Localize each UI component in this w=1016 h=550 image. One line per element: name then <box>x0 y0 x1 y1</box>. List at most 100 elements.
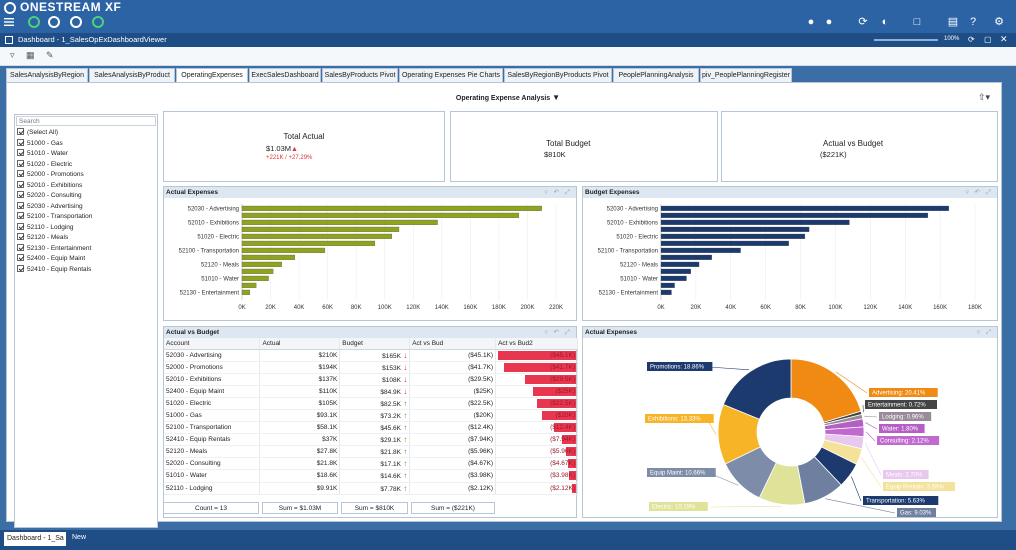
popout-icon[interactable]: ▢ <box>984 35 992 44</box>
bar[interactable] <box>241 261 282 267</box>
tab-operating-expenses-pie-charts[interactable]: Operating Expenses Pie Charts <box>399 68 503 82</box>
filter-item[interactable]: (Select All) <box>17 128 58 138</box>
application-icon[interactable] <box>70 16 82 28</box>
tab-salesbyproducts-pivot[interactable]: SalesByProducts Pivot <box>322 68 398 82</box>
filter-item[interactable]: 52010 - Exhibitions <box>17 180 82 191</box>
bar[interactable] <box>241 219 438 225</box>
checkbox-checked-icon[interactable] <box>17 201 24 209</box>
column-header[interactable]: Account <box>164 338 261 350</box>
checkbox-checked-icon[interactable] <box>17 212 24 219</box>
bar[interactable] <box>660 233 806 239</box>
clipboard-icon[interactable]: □ <box>913 16 921 28</box>
bar[interactable] <box>241 205 542 211</box>
filter-item[interactable]: 52000 - Promotions <box>17 170 84 180</box>
taskbar-new-tab[interactable]: New <box>72 534 87 541</box>
bar[interactable] <box>241 240 376 246</box>
bar[interactable] <box>660 254 712 260</box>
filter-item[interactable]: 52130 - Entertainment <box>17 243 91 254</box>
column-header[interactable]: Act vs Bud2 <box>495 338 578 350</box>
checkbox-checked-icon[interactable] <box>17 233 24 240</box>
edit-toolbar-icon[interactable]: ✎ <box>46 50 54 60</box>
table-row[interactable]: 52010 - Exhibitions $137K $108K ↓ ($29.5K)(… <box>164 373 578 386</box>
filter-item[interactable]: 52100 - Transportation <box>17 212 92 222</box>
tab-salesanalysisbyregion[interactable]: SalesAnalysisByRegion <box>6 68 88 82</box>
bar[interactable] <box>241 247 326 253</box>
menu-icon[interactable] <box>4 17 14 27</box>
bar[interactable] <box>241 268 274 274</box>
table-row[interactable]: 51010 - Water $18.6K $14.6K ↑ ($3.98K) ($3.9… <box>164 469 578 483</box>
workflow-icon[interactable] <box>48 16 60 28</box>
table-row[interactable]: 52000 - Promotions $194K $153K ↓ ($41.7K) ($… <box>164 361 578 374</box>
panel-tools-icon[interactable]: ▿ ↶ ⤢ <box>544 189 572 196</box>
tab-execsalesdashboard[interactable]: ExecSalesDashboard <box>249 68 321 82</box>
filter-toolbar-icon[interactable]: ▿ <box>10 50 15 60</box>
bar[interactable] <box>660 289 672 295</box>
table-row[interactable]: 52120 - Meals $27.8K $21.8K ↑ ($5.96K) ($5.9… <box>164 445 578 459</box>
table-row[interactable]: 52020 - Consulting $21.8K $17.1K ↑ ($4.67K)… <box>164 457 578 471</box>
checkbox-checked-icon[interactable] <box>17 149 24 156</box>
filter-item[interactable]: 51020 - Electric <box>17 159 72 170</box>
checkbox-checked-icon[interactable] <box>17 128 24 135</box>
system-icon[interactable] <box>92 16 104 28</box>
grid-toolbar-icon[interactable]: ▦ <box>26 50 35 60</box>
bar[interactable] <box>660 282 675 288</box>
filter-item[interactable]: 52020 - Consulting <box>17 191 82 201</box>
table-row[interactable]: 52030 - Advertising $210K $165K ↓ ($45.1K)(… <box>164 349 578 362</box>
checkbox-checked-icon[interactable] <box>17 222 24 230</box>
bar[interactable] <box>241 254 295 260</box>
column-header[interactable]: Act vs Bud <box>409 338 497 350</box>
filter-item[interactable]: 52110 - Lodging <box>17 222 74 233</box>
bar[interactable] <box>241 282 257 288</box>
profile-icon[interactable]: ● <box>825 16 833 28</box>
column-header[interactable]: Actual <box>259 338 341 350</box>
tab-operatingexpenses[interactable]: OperatingExpenses <box>176 68 248 83</box>
bar[interactable] <box>241 226 400 232</box>
table-row[interactable]: 51000 - Gas $93.1K $73.2K ↑ ($20K) ($20K) <box>164 409 578 423</box>
report-filter-icon[interactable]: ▼ <box>552 93 561 102</box>
panel-tools-icon[interactable]: ▿ ⤢ <box>976 329 993 336</box>
column-header[interactable]: Budget <box>339 338 411 350</box>
task-activity-icon[interactable]: ◐ <box>881 16 889 28</box>
bar[interactable] <box>660 226 810 232</box>
search-input[interactable] <box>16 116 156 126</box>
filter-item[interactable]: 51000 - Gas <box>17 138 63 149</box>
filter-item[interactable]: 52030 - Advertising <box>17 201 83 212</box>
checkbox-checked-icon[interactable] <box>17 159 24 167</box>
filter-item[interactable]: 52410 - Equip Rentals <box>17 264 91 275</box>
help-icon[interactable]: ? <box>969 16 977 28</box>
checkbox-checked-icon[interactable] <box>17 180 24 188</box>
filter-item[interactable]: 52400 - Equip Maint <box>17 254 85 264</box>
bar[interactable] <box>660 275 687 281</box>
close-window-icon[interactable]: ✕ <box>1000 34 1008 44</box>
donut-slice[interactable] <box>790 358 862 423</box>
table-row[interactable]: 52410 - Equip Rentals $37K $29.1K ↑ ($7.94K… <box>164 433 578 447</box>
bar[interactable] <box>660 268 691 274</box>
table-row[interactable]: 51020 - Electric $105K $82.5K ↑ ($22.5K) ($2… <box>164 397 578 410</box>
bar[interactable] <box>660 205 949 211</box>
bar[interactable] <box>660 247 741 253</box>
table-row[interactable]: 52400 - Equip Maint $110K $84.9K ↓ ($25K) ($… <box>164 385 578 398</box>
panel-tools-icon[interactable]: ▿ ↶ ⤢ <box>965 189 993 196</box>
tab-piv-peopleplanningregister[interactable]: piv_PeoplePlanningRegister <box>700 68 792 82</box>
settings-icon[interactable]: ⚙ <box>994 16 1004 28</box>
export-icon[interactable]: ⇧▾ <box>978 92 991 102</box>
actual-vs-budget-grid[interactable]: Account Actual Budget Act vs Bud Act vs Bud2… <box>164 338 578 495</box>
refresh-icon[interactable]: ⟳ <box>858 16 868 28</box>
checkbox-checked-icon[interactable] <box>17 138 24 146</box>
donut-slice[interactable] <box>722 358 792 420</box>
taskbar-dashboard-tab[interactable]: Dashboard - 1_Sa <box>4 532 66 546</box>
tab-salesanalysisbyproduct[interactable]: SalesAnalysisByProduct <box>89 68 175 82</box>
refresh-window-icon[interactable]: ⟳ <box>968 35 975 44</box>
bar[interactable] <box>241 289 250 295</box>
checkbox-checked-icon[interactable] <box>17 254 24 261</box>
panel-tools-icon[interactable]: ▿ ↶ ⤢ <box>544 329 572 336</box>
bar[interactable] <box>660 240 789 246</box>
checkbox-checked-icon[interactable] <box>17 170 24 177</box>
bar[interactable] <box>241 212 520 218</box>
checkbox-checked-icon[interactable] <box>17 191 24 198</box>
checkbox-checked-icon[interactable] <box>17 264 24 272</box>
tab-salesbyregionbyproducts-pivot[interactable]: SalesByRegionByProducts Pivot <box>504 68 612 82</box>
table-row[interactable]: 52110 - Lodging $9.91K $7.78K ↑ ($2.12K) ($2… <box>164 482 578 495</box>
screen-icon[interactable]: ▤ <box>947 16 959 28</box>
filter-item[interactable]: 52120 - Meals <box>17 233 68 243</box>
